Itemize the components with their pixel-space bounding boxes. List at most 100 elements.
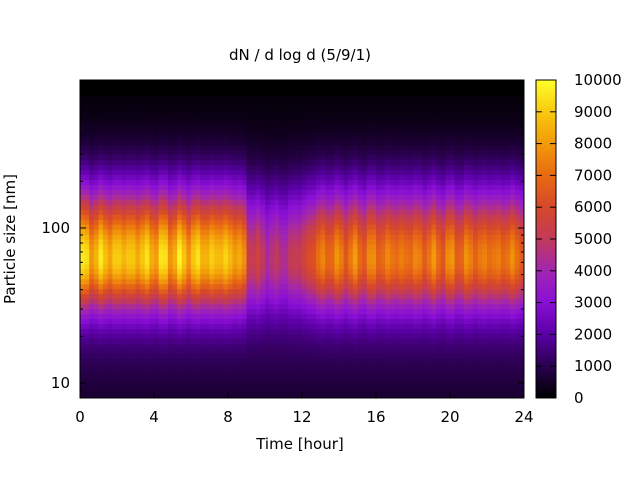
heatmap-cell	[357, 313, 363, 320]
heatmap-cell	[144, 348, 150, 354]
heatmap-cell	[403, 353, 409, 359]
heatmap-cell	[297, 104, 303, 111]
heatmap-cell	[343, 234, 349, 240]
heatmap-cell	[181, 84, 187, 91]
heatmap-cell	[246, 174, 252, 180]
heatmap-cell	[195, 139, 201, 146]
heatmap-cell	[232, 94, 238, 101]
heatmap-cell	[403, 298, 409, 305]
heatmap-cell	[223, 318, 229, 325]
heatmap-cell	[339, 348, 345, 354]
heatmap-cell	[126, 164, 132, 171]
heatmap-cell	[218, 164, 224, 171]
heatmap-cell	[283, 328, 289, 335]
heatmap-cell	[311, 219, 317, 225]
heatmap-cell	[167, 368, 174, 374]
heatmap-cell	[154, 224, 160, 230]
heatmap-cell	[204, 199, 211, 205]
heatmap-cell	[371, 84, 377, 91]
heatmap-cell	[329, 164, 335, 171]
heatmap-cell	[348, 383, 354, 389]
heatmap-cell	[103, 214, 109, 220]
heatmap-cell	[357, 184, 363, 190]
heatmap-cell	[389, 288, 396, 295]
heatmap-cell	[422, 80, 428, 86]
heatmap-cell	[422, 149, 428, 156]
heatmap-cell	[274, 149, 280, 156]
heatmap-cell	[311, 298, 317, 305]
heatmap-cell	[320, 89, 326, 96]
heatmap-cell	[130, 253, 137, 260]
heatmap-cell	[413, 283, 419, 290]
heatmap-cell	[436, 94, 442, 101]
heatmap-cell	[348, 283, 354, 290]
heatmap-cell	[144, 234, 150, 240]
heatmap-cell	[278, 224, 285, 230]
heatmap-cell	[181, 224, 187, 230]
heatmap-cell	[394, 258, 400, 265]
heatmap-cell	[121, 258, 127, 265]
heatmap-cell	[288, 94, 294, 101]
heatmap-cell	[320, 174, 326, 180]
heatmap-cell	[140, 303, 146, 310]
heatmap-cell	[343, 283, 349, 290]
heatmap-cell	[214, 109, 220, 116]
heatmap-cell	[241, 378, 248, 384]
heatmap-cell	[302, 243, 308, 250]
heatmap-cell	[343, 278, 349, 285]
heatmap-cell	[241, 199, 248, 205]
heatmap-cell	[140, 209, 146, 215]
heatmap-cell	[130, 288, 137, 295]
heatmap-cell	[112, 373, 118, 379]
heatmap-cell	[265, 174, 271, 180]
heatmap-cell	[232, 189, 238, 195]
heatmap-cell	[431, 154, 437, 161]
heatmap-cell	[98, 229, 104, 235]
heatmap-cell	[274, 139, 280, 146]
heatmap-cell	[426, 114, 433, 121]
heatmap-cell	[251, 318, 257, 325]
heatmap-cell	[228, 184, 234, 190]
heatmap-cell	[274, 323, 280, 330]
heatmap-cell	[385, 388, 391, 394]
heatmap-cell	[413, 373, 419, 379]
heatmap-cell	[371, 268, 377, 275]
heatmap-cell	[172, 129, 178, 136]
heatmap-cell	[149, 263, 155, 270]
heatmap-cell	[107, 313, 113, 320]
heatmap-cell	[348, 94, 354, 101]
heatmap-cell	[154, 234, 160, 240]
heatmap-cell	[228, 194, 234, 200]
heatmap-cell	[403, 338, 409, 344]
heatmap-cell	[107, 219, 113, 225]
heatmap-cell	[357, 393, 363, 398]
heatmap-cell	[366, 154, 372, 161]
heatmap-cell	[357, 239, 363, 245]
heatmap-cell	[167, 243, 174, 250]
heatmap-cell	[204, 363, 211, 369]
heatmap-cell	[269, 248, 275, 255]
heatmap-cell	[278, 84, 285, 91]
heatmap-cell	[195, 283, 201, 290]
heatmap-cell	[320, 333, 326, 339]
heatmap-cell	[149, 80, 155, 86]
heatmap-cell	[431, 134, 437, 141]
heatmap-cell	[288, 114, 294, 121]
heatmap-cell	[121, 219, 127, 225]
heatmap-cell	[352, 313, 359, 320]
heatmap-cell	[334, 144, 340, 151]
heatmap-cell	[195, 258, 201, 265]
heatmap-cell	[306, 388, 312, 394]
heatmap-cell	[343, 288, 349, 295]
heatmap-cell	[362, 174, 368, 180]
heatmap-cell	[232, 209, 238, 215]
heatmap-cell	[144, 243, 150, 250]
heatmap-cell	[403, 194, 409, 200]
heatmap-cell	[269, 174, 275, 180]
heatmap-cell	[154, 283, 160, 290]
heatmap-cell	[436, 383, 442, 389]
heatmap-cell	[177, 174, 183, 180]
heatmap-cell	[265, 139, 271, 146]
heatmap-cell	[269, 89, 275, 96]
heatmap-cell	[89, 243, 95, 250]
